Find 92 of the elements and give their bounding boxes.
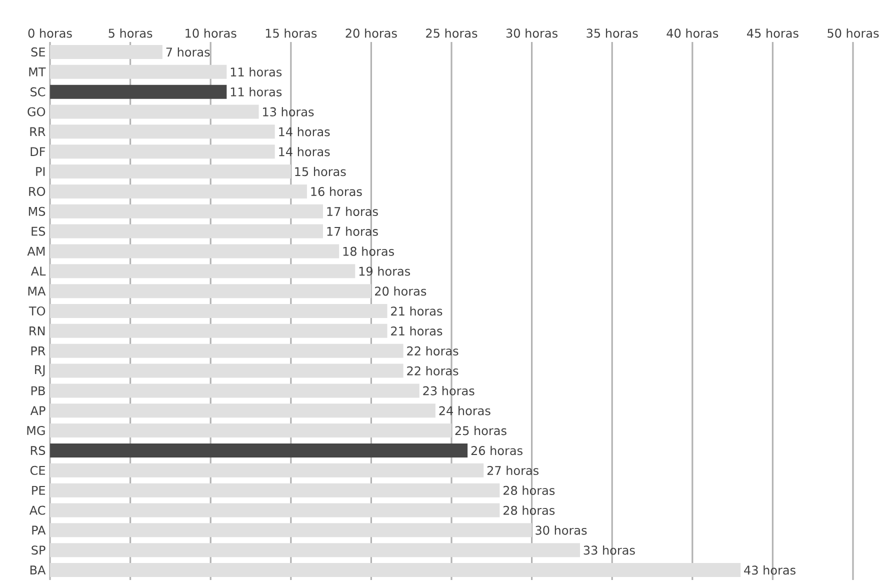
bar — [50, 404, 436, 418]
data-label: 15 horas — [295, 166, 346, 176]
bar — [50, 284, 372, 298]
data-label: 27 horas — [487, 466, 539, 476]
bar — [50, 543, 580, 558]
y-tick-label: PR — [31, 346, 46, 356]
y-tick-label: RN — [30, 326, 45, 336]
x-tick-label: 15 horas — [266, 28, 317, 38]
data-label: 13 horas — [263, 107, 314, 116]
y-tick-label: SE — [31, 47, 45, 57]
bar — [50, 104, 259, 119]
data-label: 14 horas — [279, 146, 330, 156]
y-tick-label: GO — [28, 107, 46, 116]
data-label: 11 horas — [230, 87, 282, 96]
x-tick-label: 5 horas — [108, 28, 152, 38]
bar — [50, 264, 356, 278]
y-tick-label: AM — [27, 246, 45, 256]
bar — [50, 384, 420, 398]
bar — [50, 144, 275, 159]
data-label: 18 horas — [343, 246, 394, 256]
x-tick-label: 35 horas — [586, 28, 638, 38]
y-tick-label: RS — [30, 446, 46, 456]
bar — [50, 364, 404, 378]
bar — [50, 443, 468, 458]
y-tick-label: DF — [30, 147, 46, 156]
data-label: 28 horas — [503, 506, 555, 515]
x-tick-label: 50 horas — [828, 28, 879, 38]
data-label: 19 horas — [359, 266, 410, 276]
bar — [50, 324, 388, 338]
y-tick-label: MG — [27, 426, 45, 436]
data-label: 22 horas — [407, 346, 458, 356]
data-label: 33 horas — [584, 545, 635, 555]
bar — [50, 184, 307, 198]
data-label: 25 horas — [455, 426, 506, 436]
x-tick-label: 25 horas — [426, 28, 478, 38]
y-tick-label: PA — [32, 526, 46, 535]
x-tick-label: 30 horas — [506, 28, 558, 38]
data-label: 16 horas — [311, 186, 362, 196]
bar — [50, 304, 388, 318]
y-tick-label: PI — [36, 167, 45, 176]
bar — [50, 244, 340, 258]
y-tick-label: ES — [32, 226, 46, 236]
y-tick-label: AC — [29, 506, 46, 515]
y-tick-label: SP — [32, 546, 46, 555]
y-tick-label: RJ — [35, 365, 45, 376]
bar — [50, 64, 227, 79]
y-tick-label: AP — [30, 406, 46, 415]
y-tick-label: BA — [30, 566, 46, 574]
data-label: 21 horas — [391, 306, 442, 316]
bar — [50, 204, 324, 218]
y-tick-label: RR — [30, 127, 46, 136]
data-label: 43 horas — [744, 565, 796, 575]
bar — [50, 224, 324, 238]
y-tick-label: RO — [29, 186, 46, 196]
y-tick-label: CE — [30, 466, 45, 475]
y-tick-label: MT — [29, 68, 46, 76]
bar — [50, 164, 291, 179]
data-label: 21 horas — [391, 326, 442, 336]
y-tick-label: MS — [28, 206, 46, 216]
x-tick-label: 45 horas — [747, 28, 798, 38]
data-label: 11 horas — [230, 67, 282, 77]
data-label: 22 horas — [407, 366, 458, 376]
data-label: 28 horas — [503, 486, 555, 495]
x-tick-label: 10 horas — [186, 28, 236, 38]
y-tick-label: PE — [32, 486, 45, 495]
bar — [50, 463, 484, 478]
data-label: 24 horas — [439, 406, 490, 416]
y-tick-label: PB — [31, 386, 45, 396]
bar — [50, 424, 452, 438]
x-tick-label: 40 horas — [666, 28, 718, 38]
bar — [50, 483, 500, 498]
data-label: 30 horas — [536, 526, 587, 535]
data-label: 17 horas — [327, 226, 378, 236]
bar — [50, 523, 532, 538]
bar — [50, 344, 404, 358]
bar — [50, 503, 500, 518]
x-tick-label: 20 horas — [346, 28, 397, 38]
data-label: 26 horas — [471, 446, 522, 456]
x-tick-label: 0 horas — [28, 28, 72, 38]
y-tick-label: SC — [30, 87, 46, 96]
y-tick-label: AL — [30, 266, 46, 276]
data-label: 7 horas — [166, 47, 210, 57]
data-label: 14 horas — [279, 127, 330, 136]
bar — [50, 84, 227, 99]
bar — [50, 44, 162, 59]
y-tick-label: TO — [28, 306, 46, 316]
bar — [50, 124, 275, 139]
data-label: 20 horas — [375, 286, 426, 296]
data-label: 23 horas — [423, 386, 474, 396]
data-label: 17 horas — [327, 206, 378, 216]
bar — [50, 563, 741, 578]
y-tick-label: MA — [28, 286, 46, 296]
